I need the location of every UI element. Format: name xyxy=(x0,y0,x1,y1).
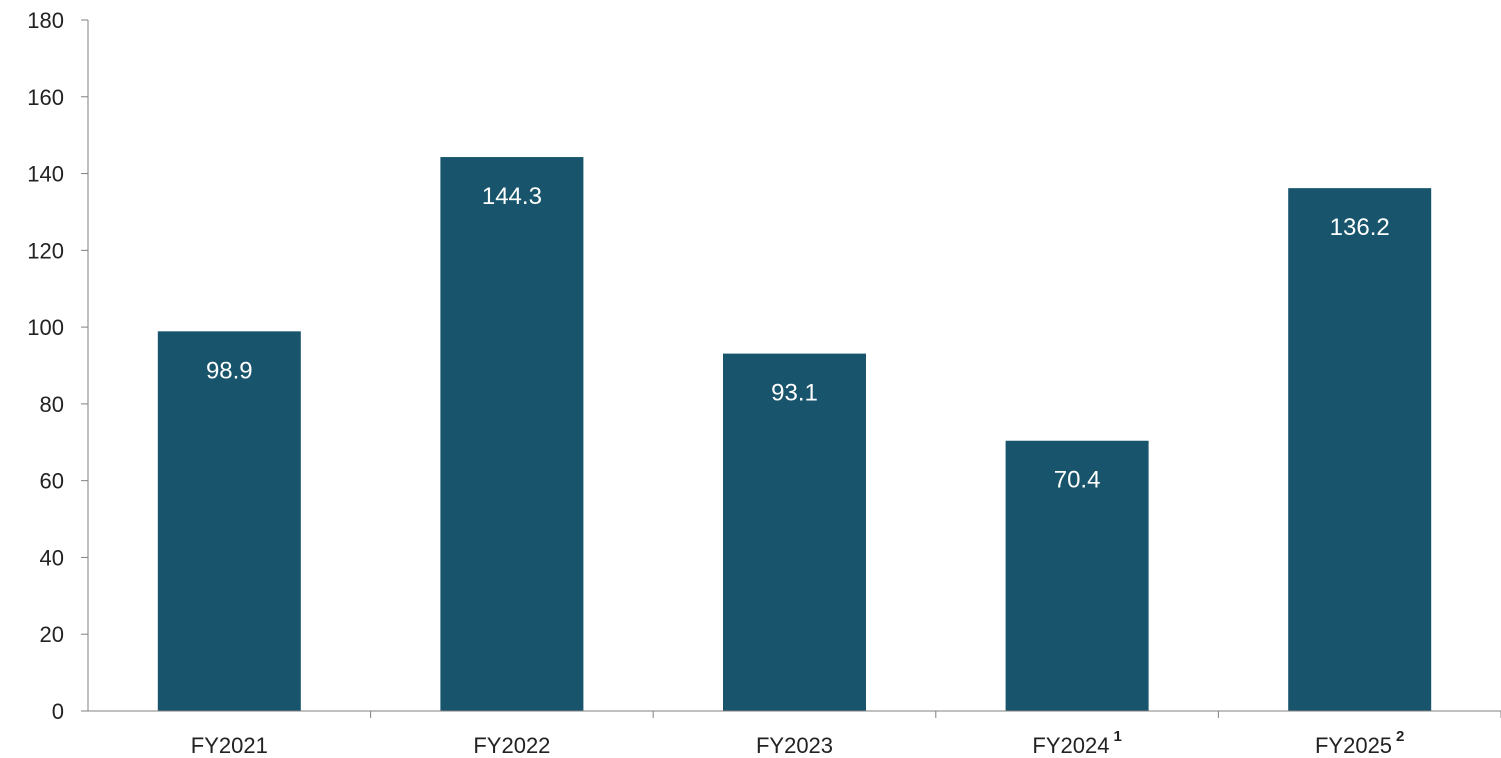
y-tick-label: 80 xyxy=(40,392,64,417)
category-name: FY2023 xyxy=(756,733,833,758)
y-tick-label: 60 xyxy=(40,469,64,494)
value-label: 93.1 xyxy=(771,380,818,407)
bar-fy2023 xyxy=(723,353,866,711)
y-tick-label: 160 xyxy=(27,85,64,110)
y-tick-label: 0 xyxy=(52,699,64,724)
category-name: FY2022 xyxy=(473,733,550,758)
bar-fy2021 xyxy=(157,331,301,711)
footnote-marker: 1 xyxy=(1113,728,1121,745)
category-name: FY2025 xyxy=(1315,733,1392,758)
footnote-marker: 2 xyxy=(1396,728,1404,745)
value-label: 136.2 xyxy=(1330,214,1390,241)
y-tick-label: 20 xyxy=(40,622,64,647)
bar-fy2022 xyxy=(440,157,584,711)
y-tick-label: 120 xyxy=(27,238,64,263)
x-tick-label: FY2024 1 xyxy=(1032,728,1121,758)
x-axis: FY2021 FY2022 FY2023 FY2024 1 FY2025 2 xyxy=(88,710,1501,758)
value-label: 70.4 xyxy=(1054,467,1101,494)
category-name: FY2024 xyxy=(1032,733,1109,758)
bars: 98.9 144.3 93.1 70.4 136.2 xyxy=(157,157,1432,712)
x-tick-label: FY2022 xyxy=(473,733,550,758)
y-tick-label: 40 xyxy=(40,545,64,570)
y-tick-label: 100 xyxy=(27,315,64,340)
bar-fy2025 xyxy=(1288,188,1432,712)
value-label: 98.9 xyxy=(206,357,253,384)
x-tick-label: FY2025 2 xyxy=(1315,728,1404,758)
y-tick-label: 180 xyxy=(27,8,64,33)
y-axis: 0 20 40 60 80 100 120 140 160 180 xyxy=(27,8,89,724)
x-tick-label: FY2021 xyxy=(191,733,268,758)
x-tick-label: FY2023 xyxy=(756,733,833,758)
value-label: 144.3 xyxy=(482,183,542,210)
bar-fy2024 xyxy=(1005,440,1149,711)
y-tick-label: 140 xyxy=(27,162,64,187)
category-name: FY2021 xyxy=(191,733,268,758)
